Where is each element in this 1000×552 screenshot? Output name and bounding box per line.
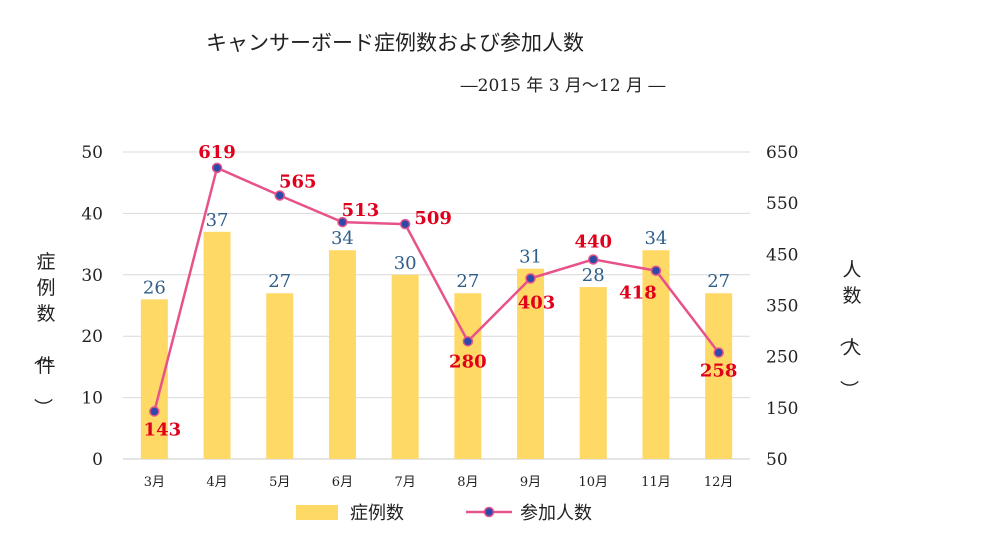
bar-series	[140, 231, 733, 459]
x-tick-label: 10月	[578, 475, 608, 490]
y-right-tick-label: 350	[766, 297, 798, 317]
bar-value-label: 30	[394, 253, 417, 274]
line-point	[274, 190, 285, 201]
bar-value-label: 37	[206, 210, 229, 231]
legend-swatch-marker	[483, 506, 495, 518]
bar	[579, 287, 607, 459]
bar	[328, 250, 356, 459]
y-right-tick-label: 550	[766, 194, 798, 214]
y-left-tick-label: 0	[92, 450, 103, 470]
y-axis-left-label: 症例数（件）	[31, 251, 55, 417]
y-right-tick-label: 50	[766, 450, 788, 470]
legend-label: 症例数	[350, 503, 404, 524]
line-point	[211, 162, 223, 174]
bar-value-label: 26	[143, 277, 166, 298]
line-point	[525, 273, 536, 284]
line-value-label: 280	[449, 351, 487, 372]
data-labels: 26 37 27 34 30 27 31 28 34 27 143 619 565 513 509 280 40…	[143, 142, 738, 441]
y-left-tick-label: 20	[81, 327, 103, 347]
bar	[705, 293, 733, 459]
legend-label: 参加人数	[520, 503, 592, 524]
line-point	[462, 336, 474, 347]
line-point	[337, 216, 348, 228]
x-tick-label: 12月	[704, 475, 734, 490]
x-tick-label: 11月	[641, 475, 671, 490]
line-value-label: 565	[279, 171, 317, 192]
bar-value-label: 27	[707, 271, 730, 292]
y-right-tick-label: 650	[766, 143, 798, 163]
bar-value-label: 34	[331, 228, 354, 249]
y-right-tick-label: 450	[766, 245, 798, 265]
line-value-label: 258	[700, 361, 738, 382]
x-tick-label: 7月	[395, 475, 416, 490]
chart-subtitle: ―2015 年 3 月～12 月 ―	[461, 76, 666, 96]
line-value-label: 403	[518, 292, 556, 313]
bar-value-label: 27	[268, 271, 291, 292]
line-value-label: 509	[414, 208, 452, 229]
bar	[454, 293, 482, 459]
line-value-label: 513	[342, 200, 380, 221]
line-point	[650, 265, 662, 276]
legend-swatch-bar	[296, 505, 338, 520]
line-value-label: 440	[574, 231, 612, 252]
line-value-label: 143	[144, 419, 182, 440]
line-path	[153, 166, 720, 412]
y-axis-left-label-text: 症例数（件）	[31, 251, 55, 417]
y-left-tick-label: 10	[81, 389, 103, 409]
y-left-tick-label: 40	[81, 204, 103, 224]
x-tick-label: 3月	[144, 475, 165, 490]
chart-title: キャンサーボード症例数および参加人数	[206, 31, 584, 55]
y-left-tick-label: 30	[81, 266, 103, 286]
bar	[517, 268, 545, 459]
bar	[391, 274, 419, 459]
bar	[642, 250, 670, 459]
axes: 0 10 20 30 40 50 50 150 250 350 450 550 650 3月 4月 5月 6月 7…	[31, 143, 861, 490]
line-value-label: 619	[198, 142, 236, 163]
bar	[266, 293, 294, 459]
y-axis-right-label: 人数（人）	[837, 259, 861, 399]
x-tick-label: 5月	[269, 475, 290, 490]
line-series	[149, 162, 724, 417]
y-right-tick-label: 150	[766, 399, 798, 419]
bar-value-label: 34	[644, 228, 667, 249]
x-tick-label: 6月	[332, 475, 353, 490]
line-point	[399, 218, 411, 230]
y-right-tick-label: 250	[766, 348, 798, 368]
x-tick-label: 4月	[206, 475, 227, 490]
y-left-tick-label: 50	[81, 143, 103, 163]
bar-value-label: 28	[582, 265, 605, 286]
y-axis-right-label-text: 人数（人）	[837, 259, 861, 399]
line-point	[588, 254, 599, 265]
legend: 症例数 参加人数	[296, 503, 592, 524]
x-tick-label: 8月	[457, 475, 478, 490]
bar-value-label: 31	[519, 247, 542, 268]
line-point	[713, 347, 724, 358]
bar	[203, 231, 231, 459]
bar-value-label: 27	[456, 271, 479, 292]
x-tick-label: 9月	[520, 475, 541, 490]
line-point	[149, 406, 160, 417]
line-value-label: 418	[619, 283, 657, 304]
